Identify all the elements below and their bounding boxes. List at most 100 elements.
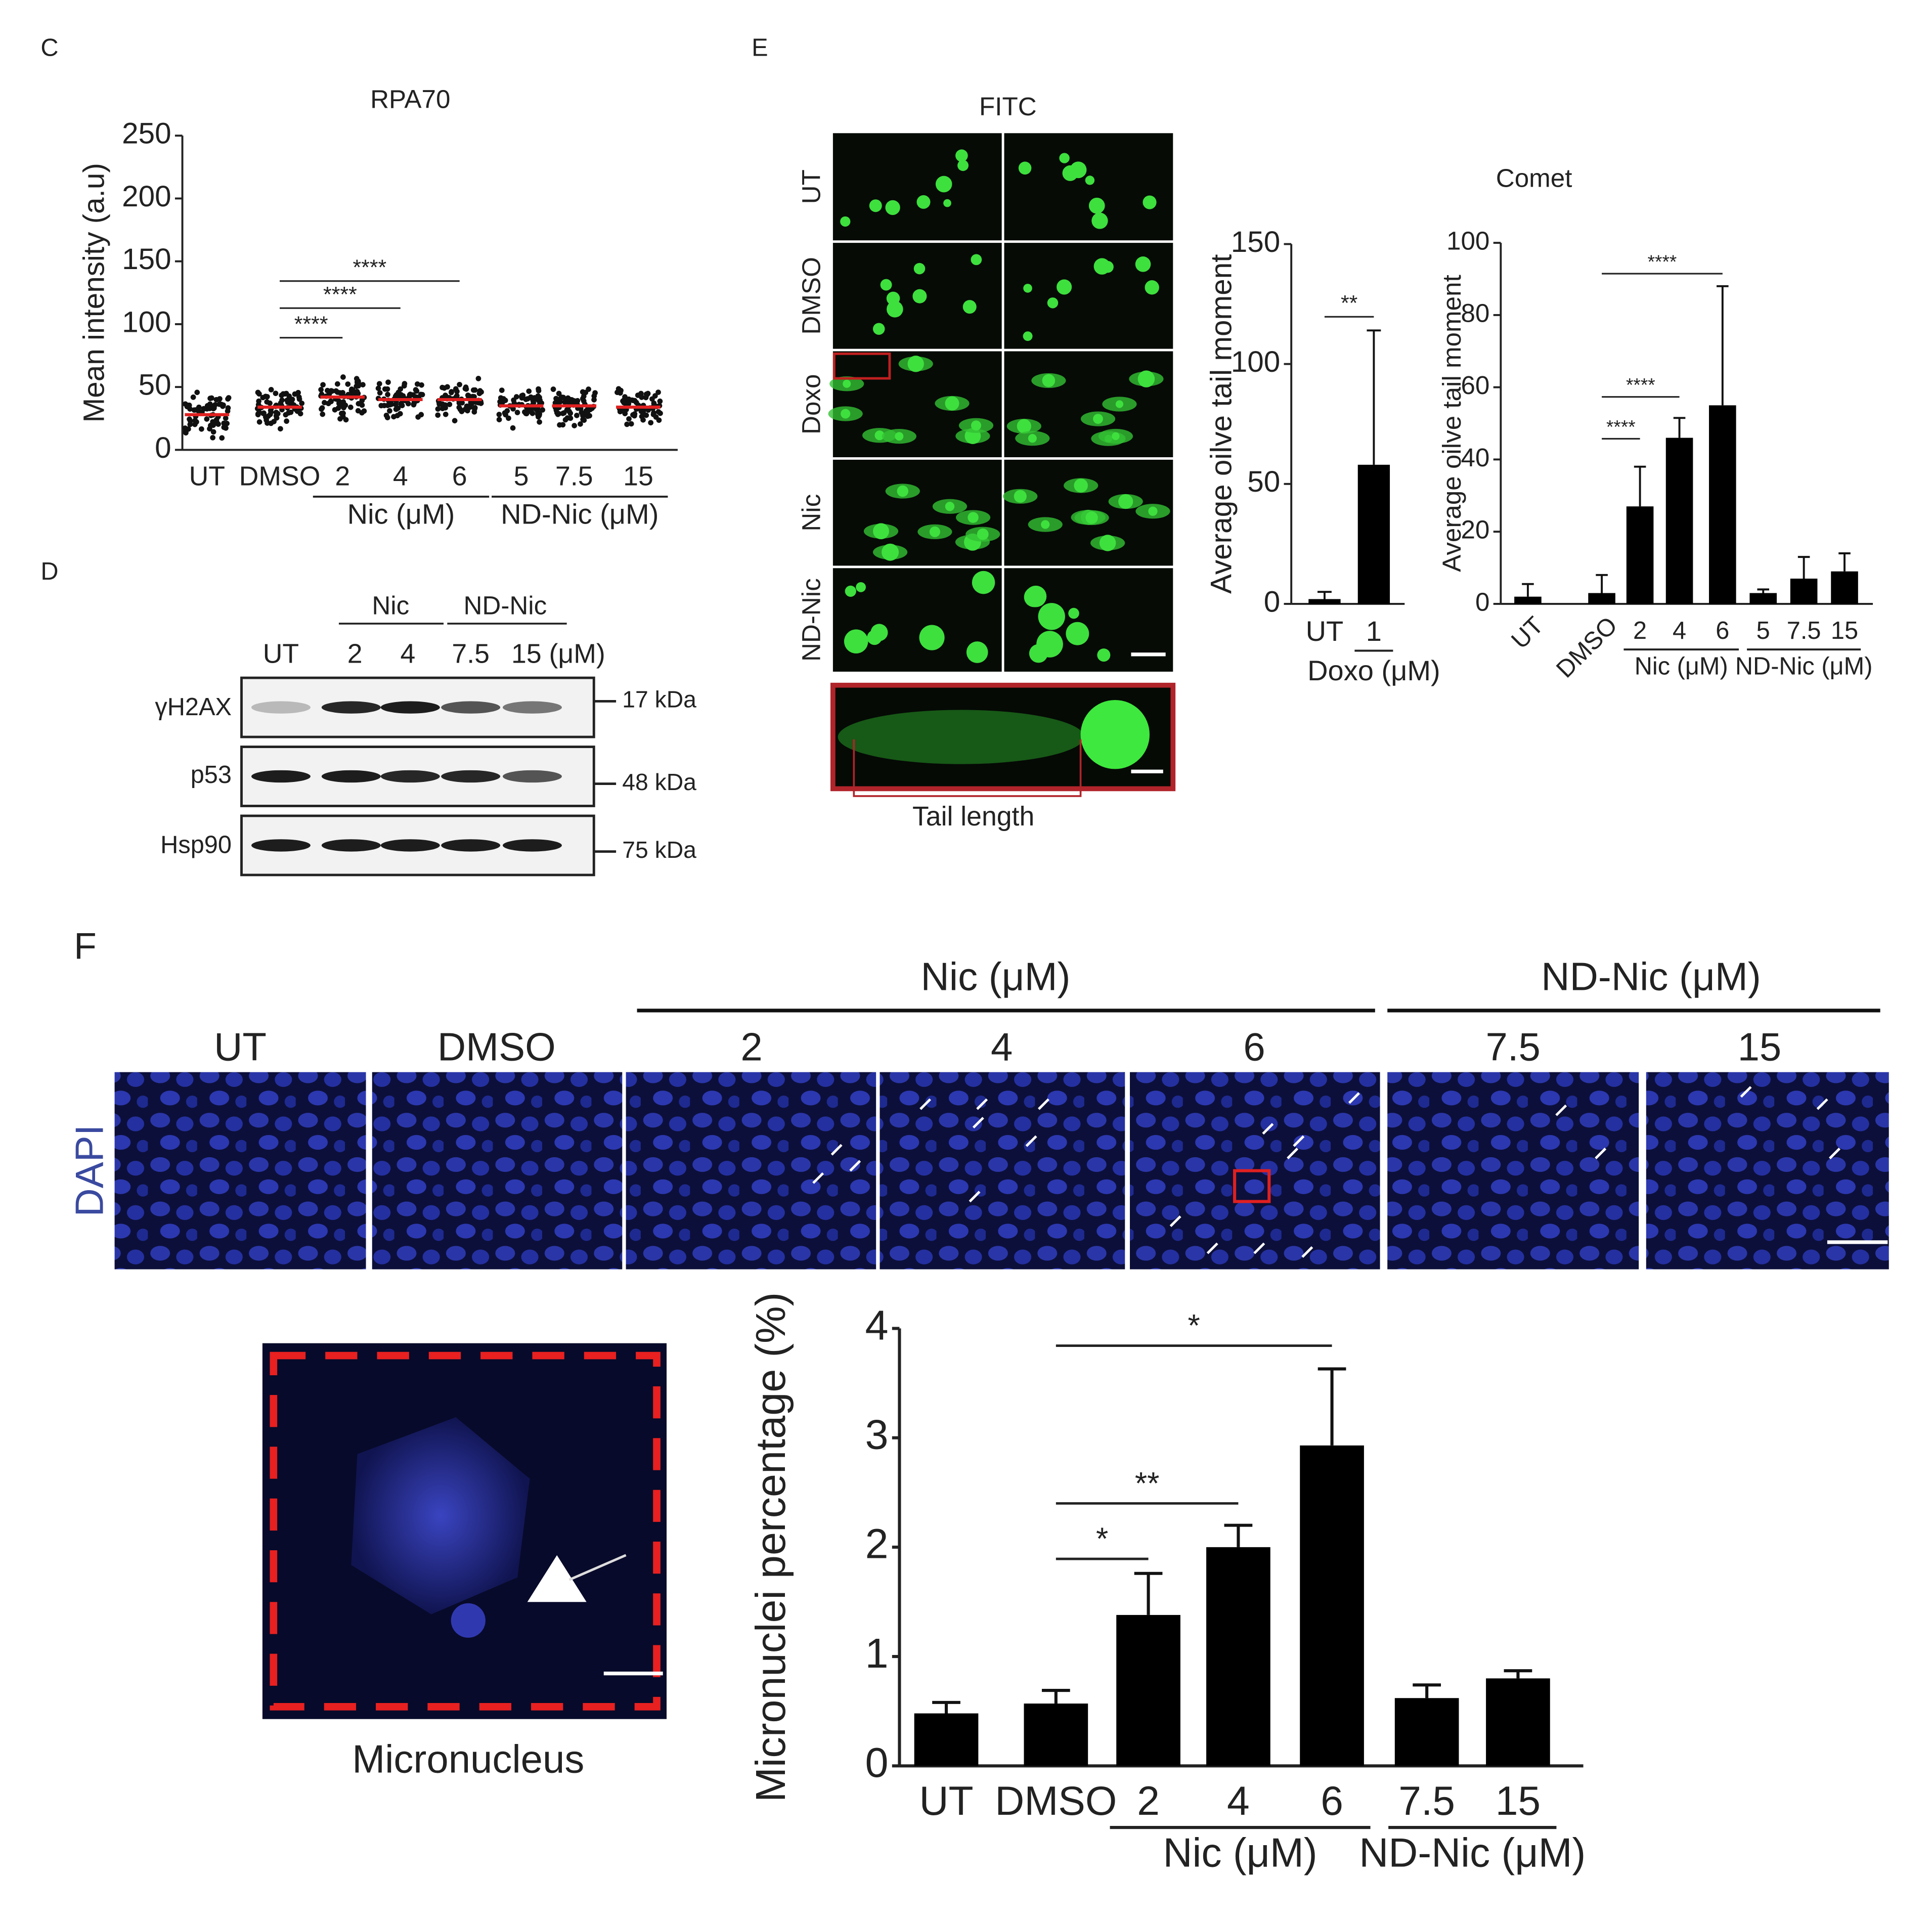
dot bbox=[497, 399, 503, 405]
arrow bbox=[1740, 1086, 1752, 1098]
cell bbox=[872, 323, 885, 335]
significance-label: * bbox=[1188, 1308, 1200, 1343]
cell bbox=[869, 199, 882, 212]
arrow-head bbox=[527, 1555, 587, 1602]
cell bbox=[945, 501, 955, 511]
bar bbox=[1588, 593, 1615, 604]
layout bbox=[114, 623, 1889, 1719]
dot bbox=[328, 398, 334, 404]
band bbox=[380, 701, 440, 714]
dot bbox=[445, 384, 450, 390]
marker-label: 75 kDa bbox=[622, 837, 696, 863]
dot bbox=[457, 381, 462, 387]
y-tick-label: 100 bbox=[122, 306, 171, 338]
cell bbox=[968, 512, 979, 523]
dot bbox=[536, 398, 542, 404]
cell bbox=[856, 582, 866, 592]
dot bbox=[557, 399, 563, 405]
group-label: ND-Nic (μM) bbox=[1541, 954, 1761, 999]
dot bbox=[267, 400, 273, 406]
y-tick-label: 0 bbox=[1475, 587, 1489, 616]
cell bbox=[1029, 644, 1048, 663]
significance-label: ** bbox=[1135, 1466, 1160, 1501]
dot bbox=[355, 408, 361, 414]
dot bbox=[624, 421, 630, 427]
dot bbox=[643, 412, 649, 418]
comet-tail bbox=[838, 710, 1084, 764]
x-tick-label: 7.5 bbox=[1398, 1778, 1455, 1824]
dot bbox=[653, 414, 659, 420]
dot bbox=[223, 415, 229, 421]
column-label: UT bbox=[214, 1024, 267, 1069]
dot bbox=[213, 397, 219, 403]
dot bbox=[478, 389, 484, 395]
dot bbox=[356, 381, 362, 386]
dot bbox=[638, 408, 644, 414]
dapi-image bbox=[372, 1072, 623, 1270]
dot bbox=[199, 426, 204, 432]
bar bbox=[1486, 1678, 1550, 1766]
cell bbox=[1091, 212, 1108, 229]
y-tick-label: 200 bbox=[122, 180, 171, 213]
group-label: ND-Nic (μM) bbox=[1735, 652, 1873, 680]
image-row-label: Doxo bbox=[797, 374, 825, 434]
cell bbox=[873, 523, 889, 540]
y-tick-label: 150 bbox=[122, 243, 171, 276]
dot bbox=[513, 394, 519, 400]
dapi-image bbox=[626, 1072, 876, 1270]
dot bbox=[183, 430, 189, 436]
cell bbox=[874, 430, 885, 441]
y-tick-label: 250 bbox=[122, 117, 171, 150]
cell bbox=[929, 526, 940, 537]
dot bbox=[188, 418, 193, 424]
bar bbox=[1300, 1445, 1364, 1766]
dot bbox=[581, 417, 587, 423]
cell bbox=[912, 289, 927, 303]
x-tick-label: 2 bbox=[1633, 617, 1647, 644]
dot bbox=[279, 397, 285, 403]
dot bbox=[384, 415, 390, 420]
bar bbox=[1626, 506, 1654, 604]
arrow bbox=[830, 1144, 843, 1156]
panel-label: C bbox=[40, 34, 58, 62]
dot bbox=[447, 402, 453, 407]
dot bbox=[591, 397, 597, 403]
dot bbox=[284, 418, 289, 424]
dot bbox=[639, 395, 645, 400]
cell bbox=[1085, 176, 1095, 185]
dot bbox=[385, 391, 390, 398]
arrow bbox=[1348, 1092, 1360, 1104]
dot bbox=[284, 397, 290, 403]
dot bbox=[655, 389, 661, 395]
dot bbox=[579, 410, 585, 415]
dot bbox=[347, 404, 354, 410]
dot bbox=[419, 391, 425, 398]
dot bbox=[385, 379, 391, 385]
dot bbox=[273, 390, 279, 397]
dot bbox=[540, 407, 546, 413]
dot bbox=[194, 389, 200, 396]
dapi-image bbox=[1387, 1072, 1639, 1270]
significance-label: ** bbox=[1341, 291, 1358, 316]
y-axis-label: Average oilve tail moment bbox=[1437, 275, 1466, 572]
blot-row-label: Hsp90 bbox=[160, 832, 232, 859]
cell bbox=[1097, 648, 1111, 662]
stain-label: DAPI bbox=[67, 1125, 111, 1217]
tail-bracket bbox=[853, 739, 1082, 797]
y-axis-label: Average oilve tail moment bbox=[1205, 254, 1238, 594]
dot bbox=[580, 389, 586, 395]
x-tick-label: 1 bbox=[1366, 615, 1382, 647]
cell bbox=[1093, 414, 1103, 424]
dot bbox=[414, 381, 420, 387]
dot bbox=[456, 400, 462, 406]
marker-label: 17 kDa bbox=[622, 686, 696, 713]
arrow bbox=[972, 1117, 984, 1129]
dot bbox=[519, 395, 525, 401]
bar bbox=[1790, 578, 1818, 604]
arrow bbox=[812, 1172, 824, 1184]
dot bbox=[208, 395, 214, 401]
arrow bbox=[1287, 1148, 1299, 1159]
dot bbox=[295, 389, 301, 396]
dot bbox=[375, 385, 381, 391]
dot bbox=[536, 386, 541, 392]
